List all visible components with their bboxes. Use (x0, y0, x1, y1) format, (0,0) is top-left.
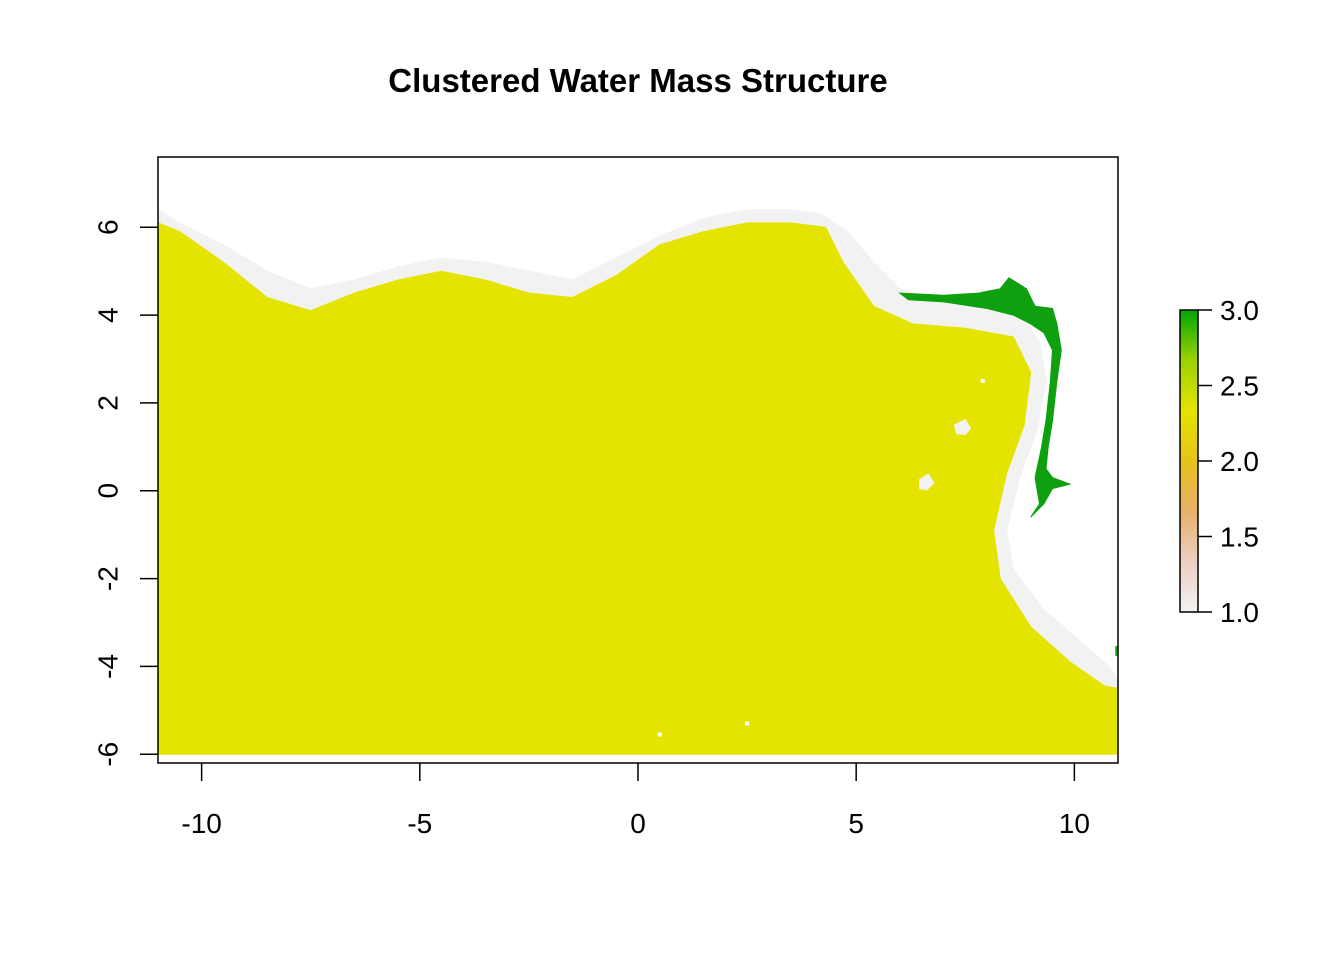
y-tick-label-1: -4 (92, 654, 123, 679)
cluster-region-6 (1021, 325, 1034, 340)
y-tick-label-6: 6 (92, 219, 123, 235)
y-tick-label-5: 4 (92, 307, 123, 323)
x-tick-label-1: -5 (407, 808, 432, 839)
cluster-region-2 (157, 222, 1119, 755)
y-tick-label-2: -2 (92, 566, 123, 591)
cluster-region-5 (898, 277, 1072, 518)
legend-tick-label-0: 1.0 (1220, 597, 1259, 628)
axes: -10 -5 0 5 10 -6 -4 -2 0 2 4 6 (92, 156, 1119, 839)
speck-1 (980, 378, 985, 383)
cluster-region-3 (953, 418, 972, 436)
legend-tick-label-3: 2.5 (1220, 371, 1259, 402)
x-tick-label-0: -10 (181, 808, 221, 839)
chart-title: Clustered Water Mass Structure (388, 62, 887, 99)
speck-2 (745, 721, 750, 726)
legend-color-bar (1179, 309, 1199, 613)
legend-tick-label-4: 3.0 (1220, 295, 1259, 326)
plot-area (157, 208, 1119, 755)
y-tick-label-0: -6 (92, 742, 123, 767)
y-tick-label-4: 2 (92, 395, 123, 411)
speck-3 (657, 732, 662, 737)
legend-tick-label-2: 2.0 (1220, 446, 1259, 477)
y-tick-label-3: 0 (92, 483, 123, 499)
color-legend: 1.0 1.5 2.0 2.5 3.0 (1179, 295, 1259, 628)
legend-tick-label-1: 1.5 (1220, 522, 1259, 553)
x-tick-label-2: 0 (630, 808, 646, 839)
x-tick-label-3: 5 (848, 808, 864, 839)
x-tick-label-4: 10 (1059, 808, 1090, 839)
cluster-region-4 (919, 473, 935, 491)
